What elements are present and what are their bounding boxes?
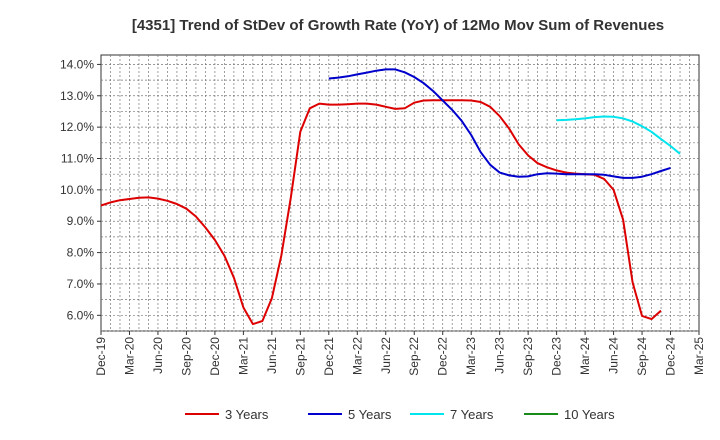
x-tick-label: Dec-24 [664,337,678,376]
grid-layer [101,55,699,332]
x-tick-label: Dec-21 [322,337,336,376]
x-tick-label: Sep-22 [407,337,421,376]
x-tick-label: Jun-24 [607,337,621,374]
y-tick-label: 14.0% [60,57,94,71]
x-tick-label: Sep-20 [179,337,193,376]
y-tick-label: 9.0% [67,214,95,228]
x-tick-label: Sep-23 [521,337,535,376]
x-tick-label: Mar-25 [692,337,706,375]
x-tick-label: Mar-22 [350,337,364,375]
y-tick-label: 8.0% [67,246,95,260]
x-tick-label: Jun-21 [265,337,279,374]
x-tick-label: Mar-21 [236,337,250,375]
x-tick-label: Dec-23 [550,337,564,376]
legend: 3 Years 5 Years 7 Years 10 Years [185,407,615,422]
y-tick-label: 12.0% [60,120,94,134]
series-line-5-years [328,68,671,179]
x-tick-label: Sep-24 [635,337,649,376]
x-tick-label: Sep-21 [293,337,307,376]
x-tick-label: Jun-20 [151,337,165,374]
x-tick-label: Mar-24 [578,337,592,375]
series-layer [100,68,681,326]
series-line-3-years [100,99,662,326]
series-line-7-years [556,115,681,155]
legend-label: 10 Years [564,407,615,422]
legend-label: 7 Years [450,407,494,422]
x-axis: Dec-19 Mar-20 Jun-20 Sep-20 Dec-20 Mar-21 Jun-… [94,331,706,376]
legend-label: 3 Years [225,407,269,422]
legend-label: 5 Years [348,407,392,422]
y-tick-label: 7.0% [67,277,95,291]
x-tick-label: Jun-22 [379,337,393,374]
y-tick-label: 13.0% [60,89,94,103]
x-tick-label: Mar-23 [464,337,478,375]
x-tick-label: Jun-23 [493,337,507,374]
x-tick-label: Dec-19 [94,337,108,376]
y-tick-label: 10.0% [60,183,94,197]
y-axis: 6.0% 7.0% 8.0% 9.0% 10.0% 11.0% 12.0% 13.0% 14.0… [60,57,101,322]
x-tick-label: Mar-20 [122,337,136,375]
x-tick-label: Dec-22 [436,337,450,376]
y-tick-label: 6.0% [67,308,95,322]
plot-area [100,54,700,332]
chart-title: [4351] Trend of StDev of Growth Rate (Yo… [132,17,664,34]
x-tick-label: Dec-20 [208,337,222,376]
y-tick-label: 11.0% [61,152,94,166]
